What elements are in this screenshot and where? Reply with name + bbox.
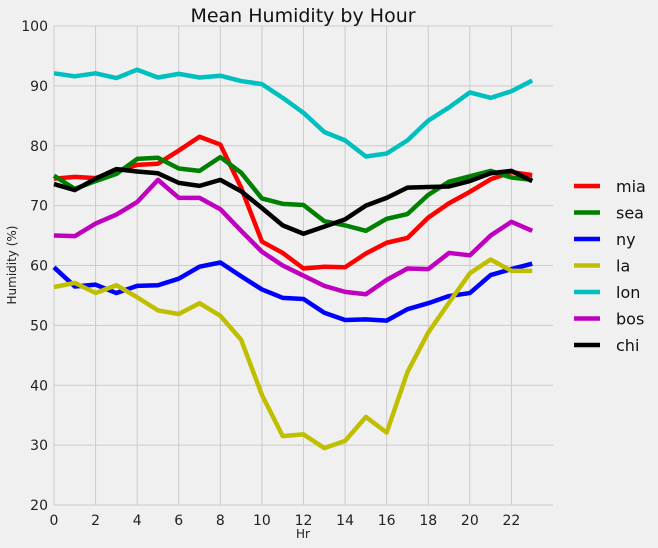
y-tick-label: 90 — [30, 79, 48, 95]
x-tick-label: 22 — [503, 513, 521, 529]
legend-label-ny: ny — [616, 230, 636, 249]
y-tick-label: 30 — [30, 438, 48, 454]
y-axis-label: Humidity (%) — [5, 226, 19, 305]
x-tick-label: 10 — [253, 513, 271, 529]
y-tick-label: 70 — [30, 199, 48, 215]
x-axis-label: Hr — [296, 527, 310, 541]
x-tick-label: 4 — [133, 513, 142, 529]
x-tick-label: 16 — [378, 513, 396, 529]
y-tick-label: 100 — [21, 19, 48, 35]
tick-labels: 20 30 40 50 60 70 80 90 100 0 2 4 6 8 10 12 14 16 18 20 22 — [21, 19, 520, 529]
y-tick-label: 80 — [30, 139, 48, 155]
x-tick-label: 0 — [50, 513, 59, 529]
legend-label-mia: mia — [616, 177, 646, 196]
chart-title: Mean Humidity by Hour — [190, 5, 415, 27]
legend-label-bos: bos — [616, 310, 644, 329]
x-tick-label: 20 — [461, 513, 479, 529]
series-line-la — [53, 257, 533, 451]
series-line-sea — [52, 154, 533, 234]
x-tick-label: 2 — [91, 513, 100, 529]
y-tick-label: 40 — [30, 378, 48, 394]
legend-label-lon: lon — [616, 283, 640, 302]
x-tick-label: 6 — [174, 513, 183, 529]
legend: mia sea ny la lon bos chi — [574, 177, 646, 355]
y-tick-label: 60 — [30, 259, 48, 275]
x-tick-label: 12 — [295, 513, 313, 529]
x-tick-label: 14 — [336, 513, 354, 529]
series-line-mia — [53, 134, 533, 271]
legend-label-la: la — [616, 257, 630, 276]
legend-label-chi: chi — [616, 336, 639, 355]
x-tick-label: 18 — [419, 513, 437, 529]
legend-label-sea: sea — [616, 204, 644, 223]
series-lines — [52, 67, 534, 451]
y-tick-label: 20 — [30, 498, 48, 514]
series-line-bos — [53, 177, 534, 297]
series-line-chi — [53, 166, 534, 237]
x-tick-label: 8 — [216, 513, 225, 529]
y-tick-label: 50 — [30, 318, 48, 334]
series-line-lon — [53, 67, 534, 159]
